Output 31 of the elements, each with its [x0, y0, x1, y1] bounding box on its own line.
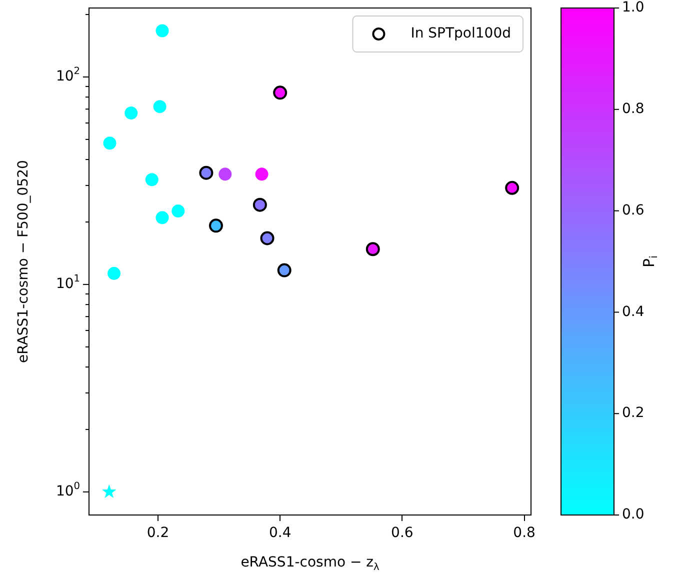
color-bar-label: 0.4 — [622, 304, 644, 320]
point — [108, 266, 121, 280]
point — [277, 263, 292, 278]
point — [366, 242, 380, 256]
color-bar-label: 0.8 — [622, 101, 644, 118]
point — [208, 218, 223, 233]
point — [156, 24, 169, 38]
color-bar-label: 1.0 — [622, 0, 644, 16]
point — [505, 180, 520, 195]
x-tick-label: 0.4 — [268, 525, 292, 542]
point — [273, 86, 288, 100]
y-axis-title: eRASS1-cosmo − F500_0520 — [16, 160, 32, 363]
point — [153, 100, 166, 114]
color-bar-title: Pi — [640, 256, 660, 268]
point — [156, 211, 169, 224]
point — [124, 106, 138, 120]
point — [172, 204, 185, 218]
point — [145, 173, 158, 186]
color-bar-label: 0.2 — [622, 405, 644, 422]
point — [199, 166, 214, 180]
point — [103, 136, 116, 150]
point — [218, 168, 232, 181]
legend-label: In SPTpol100d — [410, 26, 512, 42]
color-bar-label: 0.6 — [622, 202, 644, 218]
x-tick-label: 0.6 — [391, 525, 414, 542]
color-bar-label: 0.0 — [622, 506, 644, 523]
point — [102, 484, 116, 498]
x-tick-label: 0.8 — [513, 525, 536, 542]
x-tick-label: 0.2 — [146, 525, 170, 542]
point — [252, 198, 267, 212]
point — [260, 231, 274, 246]
